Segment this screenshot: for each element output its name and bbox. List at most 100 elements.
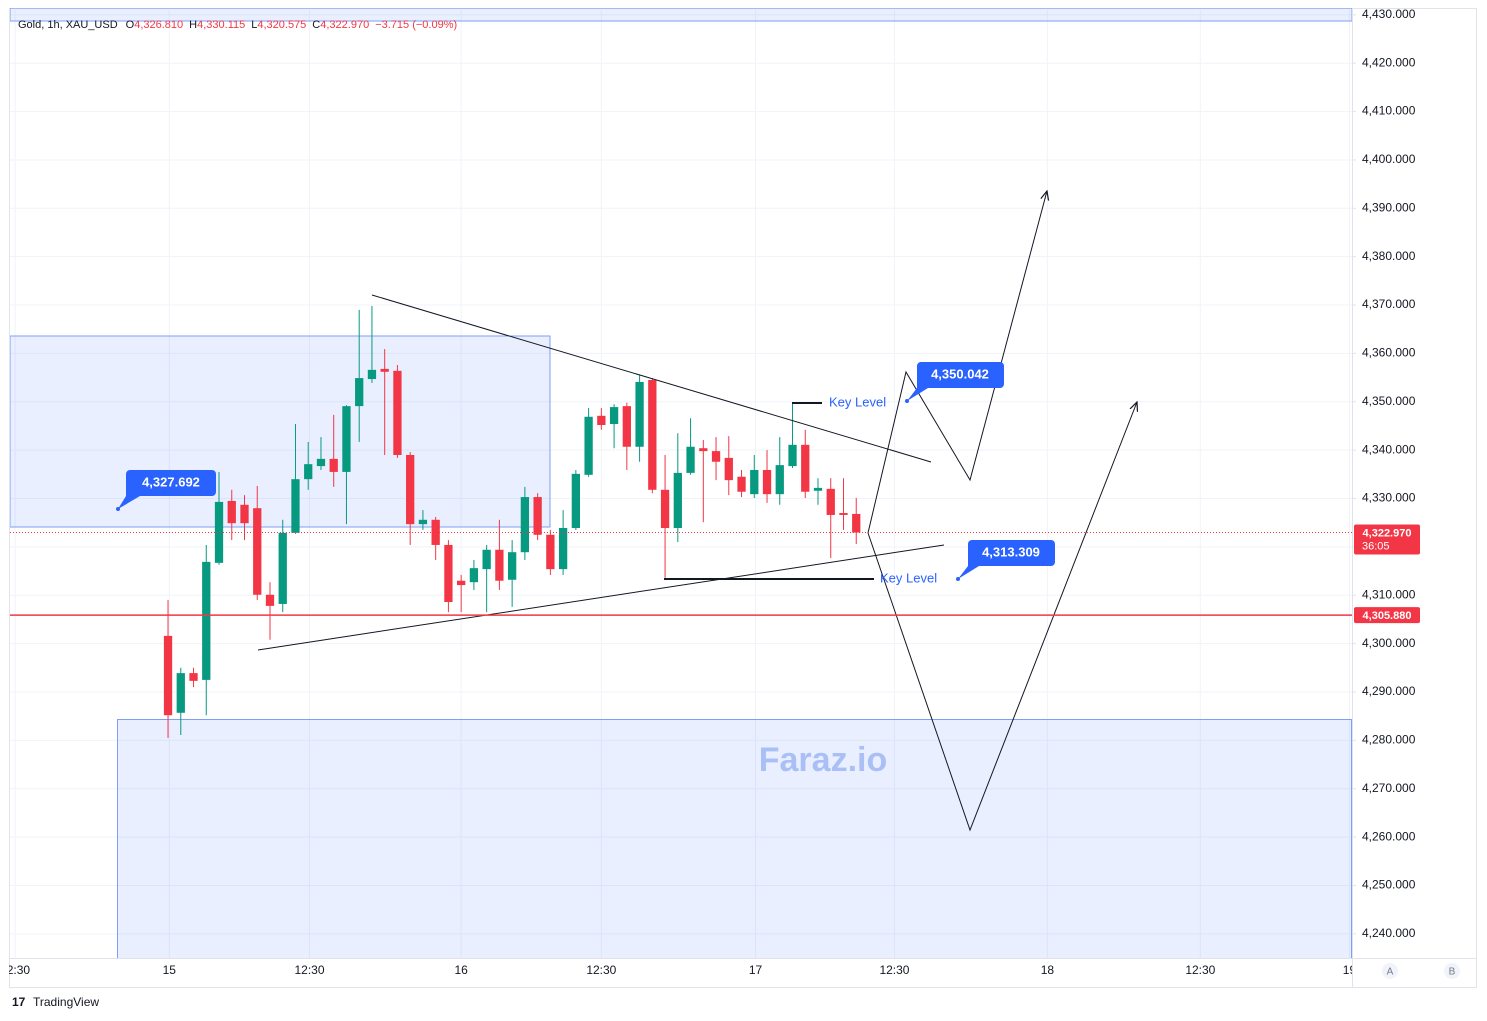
ohlc-value: 4,320.575 — [257, 19, 306, 31]
y-tick-label: 4,360.000 — [1362, 346, 1416, 360]
zone-box — [117, 719, 1352, 958]
candle-body — [457, 580, 466, 586]
candle-body — [801, 444, 810, 492]
candle-body — [839, 513, 848, 515]
candle-body — [291, 479, 300, 533]
zone-box — [10, 8, 1352, 22]
candle-body — [724, 457, 733, 481]
candle-body — [406, 454, 415, 525]
candle-body — [533, 497, 542, 535]
candle-body — [329, 458, 338, 472]
candle-body — [711, 451, 721, 462]
grid — [10, 10, 1352, 958]
candle-body — [699, 448, 708, 452]
candle-body — [355, 378, 364, 407]
candle-body — [240, 504, 249, 524]
candle-body — [163, 635, 173, 716]
candle-body — [546, 534, 555, 570]
trend-line — [371, 294, 932, 463]
candle-body — [584, 416, 593, 475]
brand: TradingView — [33, 995, 99, 1009]
drawings: Faraz.io — [10, 8, 1352, 958]
candle-body — [648, 380, 657, 490]
candle-body — [826, 488, 835, 515]
candle-body — [558, 528, 568, 570]
candle-body — [622, 406, 631, 447]
ohlc-key: L — [251, 19, 257, 31]
header: Gold, 1h, XAU_USD O4,326.810 H4,330.115 L4,… — [18, 19, 457, 31]
level-label: 4,305.880 — [1363, 610, 1412, 622]
candle-body — [189, 673, 198, 681]
y-tick-label: 4,340.000 — [1362, 442, 1416, 456]
change: −3.715 (−0.09%) — [375, 19, 457, 31]
projection-path — [867, 402, 1137, 832]
candle-body — [367, 369, 377, 380]
y-tick-label: 4,430.000 — [1362, 7, 1416, 21]
x-tick-label: 19 — [1343, 963, 1357, 977]
candle-body — [176, 673, 185, 713]
candles — [163, 306, 861, 738]
ohlc-key: H — [189, 19, 197, 31]
candle-body — [482, 549, 491, 570]
y-tick-label: 4,400.000 — [1362, 152, 1416, 166]
candle-body — [775, 465, 784, 495]
x-tick-label: 15 — [163, 963, 177, 977]
ohlc-value: 4,330.115 — [197, 19, 245, 31]
y-tick-label: 4,250.000 — [1362, 878, 1416, 892]
zone-box — [10, 335, 551, 528]
candle-body — [278, 532, 287, 604]
callout-box — [118, 470, 216, 509]
ohlc-key: C — [312, 19, 320, 31]
candle-body — [418, 519, 428, 525]
y-tick-label: 4,270.000 — [1362, 781, 1416, 795]
y-tick-label: 4,260.000 — [1362, 829, 1416, 843]
ohlc-key: O — [126, 19, 135, 31]
countdown: 36:05 — [1362, 540, 1390, 552]
candle-body — [495, 549, 504, 581]
watermark: Faraz.io — [759, 741, 887, 779]
candle-body — [762, 469, 772, 495]
candle-body — [393, 370, 402, 455]
candle-body — [444, 544, 453, 603]
candle-body — [660, 489, 670, 529]
y-tick-label: 4,350.000 — [1362, 394, 1416, 408]
projection-path — [867, 191, 1047, 534]
y-tick-label: 4,330.000 — [1362, 491, 1416, 505]
x-tick-label: 12:30 — [0, 963, 30, 977]
y-tick-label: 4,300.000 — [1362, 636, 1416, 650]
symbol: Gold, 1h, XAU_USD — [18, 19, 118, 31]
y-tick-label: 4,420.000 — [1362, 55, 1416, 69]
candle-body — [788, 444, 797, 467]
last-price-box — [1354, 524, 1420, 555]
trend-line — [257, 544, 945, 651]
level-label-box — [1354, 607, 1420, 624]
candle-body — [342, 406, 351, 472]
axis-button[interactable] — [1382, 963, 1398, 979]
candle-body — [737, 476, 746, 492]
candle-body — [316, 458, 326, 467]
candle-body — [253, 508, 262, 595]
candle-body — [852, 513, 861, 533]
candle-body — [813, 487, 823, 491]
candle-body — [227, 500, 236, 524]
candle-body — [507, 552, 517, 580]
candle-body — [304, 464, 313, 480]
x-axis: 12:30 15 12:30 16 12:30 17 12:30 18 12:30 19 — [0, 963, 1357, 977]
y-tick-label: 4,410.000 — [1362, 104, 1416, 118]
axis-button[interactable] — [1444, 963, 1460, 979]
candle-body — [380, 368, 389, 372]
axis-button-label[interactable]: A — [1387, 967, 1394, 978]
x-tick-label: 12:30 — [879, 963, 909, 977]
key-level-label: Key Level — [829, 394, 886, 409]
candle-body — [673, 472, 682, 529]
axis-button-label[interactable]: B — [1449, 967, 1456, 978]
ohlc-value: 4,326.810 — [134, 19, 183, 31]
drawings — [257, 191, 1137, 832]
candle-body — [469, 568, 479, 583]
candle-body — [265, 594, 275, 606]
x-tick-label: 12:30 — [294, 963, 324, 977]
candle-body — [686, 446, 695, 473]
candle-body — [431, 519, 440, 545]
candle-body — [750, 469, 759, 495]
